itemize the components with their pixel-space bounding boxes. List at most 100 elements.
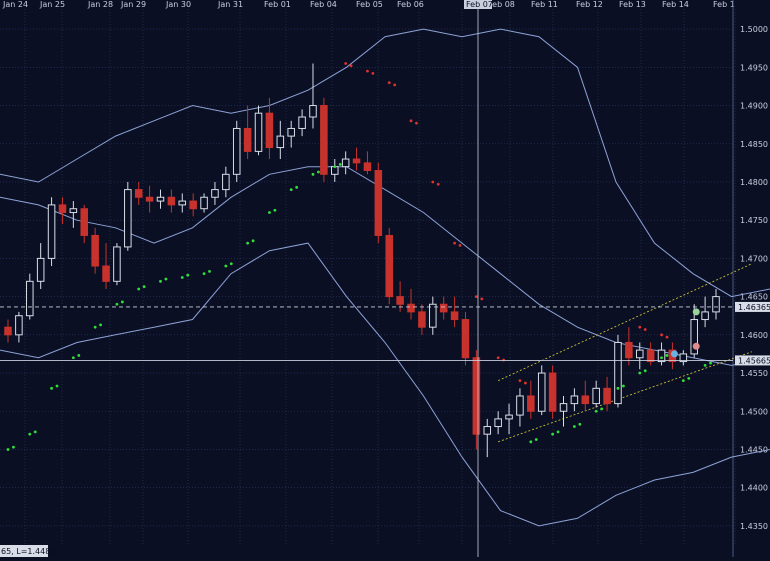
sar-dot	[208, 269, 211, 273]
sar-dot	[28, 432, 32, 436]
y-tick-label: 1.4850	[740, 140, 768, 149]
sar-dot	[573, 425, 576, 428]
sar-dot	[681, 379, 685, 383]
sar-dot	[393, 83, 397, 87]
sar-dot	[594, 409, 598, 413]
candle-body	[287, 127, 295, 137]
crosshair-date-label: Feb 07	[466, 0, 493, 9]
candle-body	[418, 311, 426, 328]
sar-dot	[578, 422, 582, 426]
candle-body	[472, 357, 481, 435]
sar-dot	[643, 369, 647, 373]
y-tick-label: 1.4500	[740, 407, 768, 416]
candle-body	[211, 189, 219, 198]
sar-dot	[660, 333, 663, 337]
x-tick-label: Feb 04	[310, 0, 337, 9]
sar-dot	[534, 438, 538, 441]
candle-body	[592, 387, 600, 405]
signal-marker	[692, 308, 700, 316]
candle-body	[341, 158, 350, 168]
candle-body	[516, 395, 524, 416]
candle-body	[58, 204, 67, 214]
candle-body	[701, 311, 709, 321]
sar-dot	[246, 241, 250, 245]
sar-dot	[71, 356, 75, 360]
candle-body	[243, 127, 252, 152]
candle-body	[690, 319, 698, 355]
candle-body	[91, 234, 99, 267]
sar-dot	[496, 356, 500, 360]
candle-body	[548, 372, 557, 412]
candle-body	[265, 112, 274, 149]
crosshair-date-box	[464, 0, 492, 9]
x-tick-label: Feb 13	[619, 0, 646, 9]
sar-dot	[93, 325, 97, 329]
sar-dot	[616, 386, 620, 390]
sar-dot	[371, 72, 375, 75]
candle-body	[439, 303, 448, 313]
bollinger-upper-band	[0, 28, 770, 298]
x-tick-label: Feb 08	[488, 0, 515, 9]
candle-body	[581, 395, 590, 405]
sar-dot	[453, 241, 456, 245]
y-tick-label: 1.4900	[740, 102, 768, 111]
x-tick-label: Feb 06	[397, 0, 424, 9]
price-marker-label-box	[735, 301, 770, 312]
sar-dot	[409, 119, 413, 123]
sar-dot	[387, 81, 391, 85]
sar-dot	[638, 325, 642, 329]
sar-dot	[344, 62, 348, 65]
sar-dot	[660, 356, 663, 360]
sar-dot	[474, 295, 478, 299]
sar-dot	[338, 162, 342, 166]
crosshair-price-label-box	[735, 355, 770, 366]
candle-body	[200, 196, 208, 210]
sar-dot	[77, 354, 81, 357]
candle-body	[124, 189, 132, 248]
trend-channel-line	[498, 351, 753, 443]
sar-dot	[268, 211, 271, 214]
candle-body	[167, 196, 176, 206]
candle-body	[352, 158, 361, 164]
x-tick-label: Jan 31	[217, 0, 243, 9]
candle-body	[102, 265, 110, 282]
sar-dot	[317, 170, 320, 174]
candle-body	[407, 303, 415, 313]
x-tick-label: Jan 30	[165, 0, 191, 9]
sar-dot	[137, 287, 141, 291]
candle-body	[657, 349, 666, 363]
sar-dot	[50, 386, 53, 390]
sar-dot	[99, 323, 102, 327]
sar-dot	[289, 188, 293, 192]
candle-body	[189, 200, 197, 210]
y-tick-label: 1.5000	[740, 25, 768, 34]
sar-dot	[529, 440, 533, 444]
sar-dot	[703, 363, 707, 367]
sar-dot	[687, 376, 691, 380]
candle-body	[494, 418, 502, 428]
sar-dot	[311, 172, 315, 176]
candle-body	[679, 353, 688, 363]
candle-body	[15, 315, 23, 336]
candle-body	[559, 403, 568, 412]
y-tick-label: 1.4700	[740, 254, 768, 263]
bollinger-lower-band	[0, 242, 770, 527]
candle-body	[47, 204, 56, 259]
x-tick-label: Feb 1	[713, 0, 735, 9]
candle-body	[178, 200, 187, 206]
sar-dot	[366, 69, 369, 73]
sar-dot	[186, 273, 190, 277]
candle-body	[156, 196, 165, 202]
sar-dot	[333, 165, 337, 169]
sar-dot	[665, 335, 669, 339]
candle-body	[80, 208, 89, 236]
sar-dot	[164, 277, 168, 281]
sar-dot	[556, 430, 560, 434]
candle-body	[363, 162, 372, 172]
sar-dot	[115, 302, 119, 306]
candle-body	[646, 349, 655, 363]
candle-body	[320, 105, 328, 175]
x-tick-label: Feb 01	[264, 0, 291, 9]
candle-body	[298, 116, 306, 129]
